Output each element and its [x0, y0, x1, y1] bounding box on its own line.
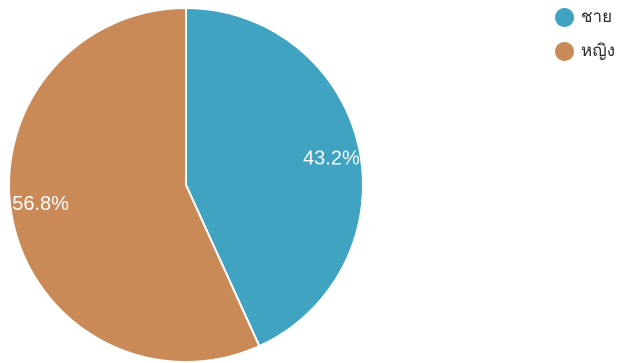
slice-label-male: 43.2% — [303, 147, 360, 169]
slice-male[interactable] — [185, 6, 364, 348]
legend-item-female[interactable]: หญิง — [555, 40, 615, 62]
legend-label-female: หญิง — [581, 41, 615, 61]
slice-female[interactable] — [8, 6, 261, 363]
slice-label-female: 56.8% — [12, 193, 69, 215]
chart-legend: ชาย หญิง — [555, 6, 615, 74]
legend-swatch-male — [555, 7, 574, 27]
legend-swatch-female — [555, 41, 574, 61]
legend-label-male: ชาย — [581, 7, 613, 27]
legend-item-male[interactable]: ชาย — [555, 6, 615, 28]
